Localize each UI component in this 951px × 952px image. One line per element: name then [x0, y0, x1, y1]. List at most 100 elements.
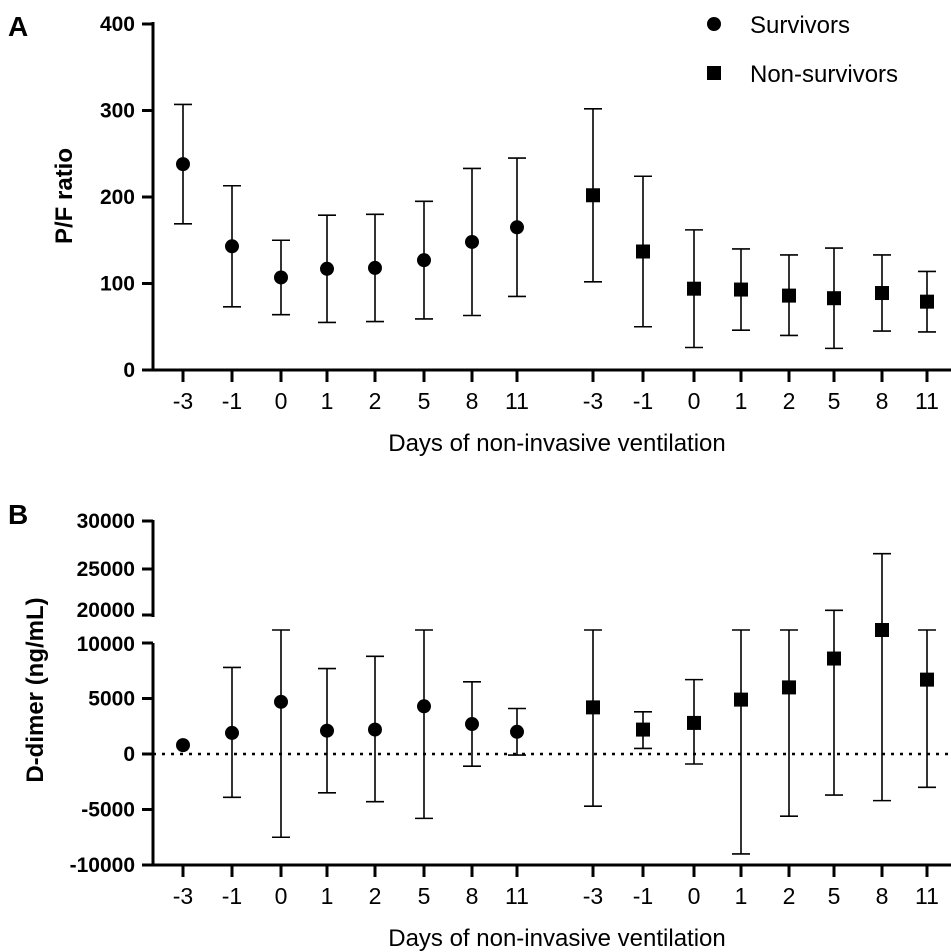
data-point-non-survivors — [875, 623, 889, 637]
panel-a-y-tick-label: 400 — [100, 13, 135, 36]
panel-b-markers — [176, 623, 934, 753]
panel-b-y-tick-label: 10000 — [77, 633, 135, 656]
data-point-non-survivors — [586, 188, 600, 203]
panel-a-x-tick-label: 1 — [735, 388, 748, 414]
panel-a-x-tick-label: 0 — [688, 388, 701, 414]
panel-b-x-tick-label: 2 — [369, 883, 382, 909]
legend: Survivors Non-survivors — [707, 12, 898, 88]
data-point-non-survivors — [687, 715, 701, 730]
panel-a-x-tick-label: 8 — [876, 388, 889, 414]
data-point-survivors — [368, 722, 382, 737]
panel-b-x-tick-label: 11 — [505, 883, 529, 909]
panel-b-y-ticks: -10000 -5000 0 5000 10000 20000 25000 30000 — [70, 510, 153, 877]
error-bar-circle — [272, 629, 290, 839]
panel-b-y-tick-label: -10000 — [70, 854, 135, 877]
panel-a-x-tick-label: -3 — [173, 388, 193, 414]
data-point-non-survivors — [636, 722, 650, 737]
panel-a-letter: A — [8, 11, 28, 42]
data-point-non-survivors — [875, 286, 889, 301]
data-point-non-survivors — [734, 282, 748, 297]
error-bar-square — [732, 629, 750, 855]
panel-b-x-tick-label: -3 — [173, 883, 193, 909]
data-point-survivors — [465, 234, 479, 249]
panel-b-y-axis-label: D-dimer (ng/mL) — [22, 597, 49, 782]
panel-b-x-tick-label: 0 — [275, 883, 288, 909]
panel-b-y-tick-label: 20000 — [77, 599, 135, 622]
error-bar-square — [780, 629, 798, 817]
panel-b-x-tick-label: -1 — [222, 883, 242, 909]
panel-a-x-tick-label: 5 — [828, 388, 841, 414]
data-point-survivors — [274, 694, 288, 709]
panel-b-y-tick-label: 30000 — [77, 510, 135, 533]
data-point-survivors — [510, 724, 524, 739]
data-point-non-survivors — [782, 680, 796, 695]
panel-a-x-tick-label: 2 — [369, 388, 382, 414]
panel-a-y-tick-label: 100 — [100, 273, 135, 296]
panel-b-y-tick-label: 5000 — [88, 688, 135, 711]
data-point-survivors — [368, 260, 382, 275]
panel-a-x-tick-label: 8 — [466, 388, 479, 414]
panel-a-x-tick-label: -3 — [583, 388, 603, 414]
panel-b-x-tick-label: 0 — [688, 883, 701, 909]
panel-b-x-tick-label: 2 — [783, 883, 796, 909]
panel-a-y-tick-label: 0 — [123, 359, 135, 382]
panel-a-y-tick-label: 200 — [100, 186, 135, 209]
error-bar-circle — [415, 629, 433, 820]
data-point-non-survivors — [636, 244, 650, 259]
legend-marker-non-survivors — [707, 66, 721, 80]
panel-b-x-tick-label: 5 — [418, 883, 431, 909]
data-point-survivors — [417, 699, 431, 714]
panel-a-markers — [176, 157, 934, 309]
panel-b-x-tick-label: -1 — [633, 883, 653, 909]
panel-b-x-tick-label: 5 — [828, 883, 841, 909]
panel-b-y-tick-label: 0 — [123, 743, 135, 766]
panel-a-x-tick-label: 11 — [915, 388, 939, 414]
panel-a-x-tick-label: -1 — [633, 388, 653, 414]
data-point-non-survivors — [920, 294, 934, 309]
panel-a-error-bars — [174, 103, 936, 350]
panel-a-y-ticks: 0 100 200 300 400 — [100, 13, 153, 382]
panel-a-x-tick-label: -1 — [222, 388, 242, 414]
data-point-non-survivors — [920, 672, 934, 687]
data-point-survivors — [510, 220, 524, 235]
panel-a-y-axis-label: P/F ratio — [51, 148, 78, 244]
data-point-non-survivors — [827, 651, 841, 666]
panel-b-x-ticks: -3 -1 0 1 2 5 8 11 -3 -1 0 1 2 5 8 11 — [173, 865, 939, 909]
panel-b-letter: B — [8, 499, 28, 530]
data-point-survivors — [176, 157, 190, 172]
data-point-non-survivors — [782, 288, 796, 303]
data-point-survivors — [320, 723, 334, 738]
error-bar-square — [873, 552, 891, 802]
panel-b-x-tick-label: 1 — [735, 883, 748, 909]
panel-a-x-ticks: -3 -1 0 1 2 5 8 11 -3 -1 0 1 2 5 8 11 — [173, 370, 939, 414]
panel-b-y-tick-label: -5000 — [81, 799, 135, 822]
panel-b-error-bars — [223, 552, 936, 855]
data-point-survivors — [225, 725, 239, 740]
data-point-survivors — [417, 253, 431, 268]
panel-b: B D-dimer (ng/mL) -10000 -5000 0 5000 10000 2… — [8, 499, 951, 952]
legend-label-survivors: Survivors — [750, 12, 850, 39]
panel-b-x-tick-label: 8 — [876, 883, 889, 909]
data-point-survivors — [274, 270, 288, 285]
data-point-non-survivors — [687, 281, 701, 296]
panel-b-x-tick-label: 8 — [466, 883, 479, 909]
data-point-non-survivors — [827, 291, 841, 306]
panel-b-x-tick-label: 11 — [915, 883, 939, 909]
data-point-non-survivors — [734, 692, 748, 707]
data-point-survivors — [176, 738, 190, 753]
data-point-non-survivors — [586, 700, 600, 715]
panel-a-x-tick-label: 1 — [321, 388, 334, 414]
panel-b-y-tick-label: 25000 — [77, 558, 135, 581]
legend-marker-survivors — [707, 17, 721, 31]
data-point-survivors — [465, 717, 479, 732]
data-point-survivors — [320, 261, 334, 276]
panel-a-x-axis-label: Days of non-invasive ventilation — [388, 430, 726, 457]
panel-b-x-tick-label: -3 — [583, 883, 603, 909]
panel-a-x-tick-label: 5 — [418, 388, 431, 414]
panel-a-x-tick-label: 0 — [275, 388, 288, 414]
data-point-survivors — [225, 239, 239, 254]
panel-b-x-tick-label: 1 — [321, 883, 334, 909]
panel-b-x-axis-label: Days of non-invasive ventilation — [388, 925, 726, 952]
panel-a-x-tick-label: 2 — [783, 388, 796, 414]
